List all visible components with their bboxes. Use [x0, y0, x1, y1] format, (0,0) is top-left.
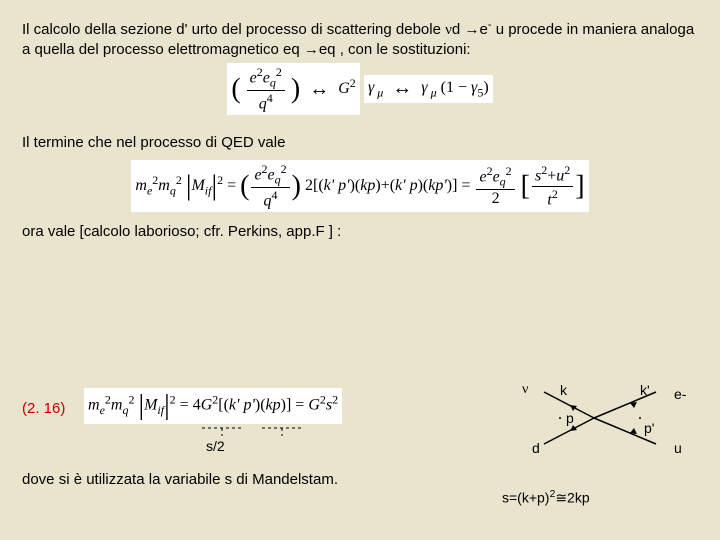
- p1-e: eq , con le sostituzioni:: [319, 41, 471, 58]
- label-p: p: [566, 410, 574, 426]
- arrow1: →: [464, 22, 479, 38]
- label-d: d: [532, 440, 540, 456]
- paragraph-4: dove si è utilizzata la variabile s di M…: [22, 470, 338, 490]
- formula-block-1: ( e2eq2q4 ) ↔ G2 γ μ ↔ γ μ (1 − γ5): [22, 63, 698, 116]
- arrow2: →: [304, 42, 319, 58]
- label-pprime: p': [644, 420, 654, 436]
- formula1-line2: γ μ ↔ γ μ (1 − γ5): [364, 75, 493, 102]
- formula3: me2mq2 |Mif|2 = 4G2[(k' p')(kp)] = G2s2: [84, 388, 342, 424]
- label-nu: ν: [522, 382, 528, 398]
- label-u: u: [674, 440, 682, 456]
- mandelstam-label: s=(k+p)2≅2kp: [502, 488, 590, 508]
- label-eminus: e-: [674, 386, 686, 402]
- paragraph-1: Il calcolo della sezione d' urto del pro…: [22, 18, 698, 61]
- feynman-diagram: ν k k' e- p p' d u: [504, 384, 704, 504]
- formula1-line1: ( e2eq2q4 ) ↔ G2: [227, 63, 359, 116]
- s-over-2-label: s/2: [206, 438, 225, 454]
- equation-ref: (2. 16): [22, 400, 65, 417]
- formula-block-2: me2mq2 |Mif|2 = (e2eq2q4) 2[(k' p')(kp)+…: [22, 160, 698, 213]
- p1-c: e: [479, 21, 487, 38]
- formula2: me2mq2 |Mif|2 = (e2eq2q4) 2[(k' p')(kp)+…: [131, 160, 588, 213]
- paragraph-2: Il termine che nel processo di QED vale: [22, 133, 698, 153]
- p1-a: Il calcolo della sezione d' urto del pro…: [22, 21, 445, 38]
- label-k: k: [560, 382, 567, 398]
- p1-b: d: [452, 21, 465, 38]
- nu-symbol: ν: [445, 22, 452, 38]
- paragraph-3: ora vale [calcolo laborioso; cfr. Perkin…: [22, 222, 698, 242]
- label-kprime: k': [640, 382, 650, 398]
